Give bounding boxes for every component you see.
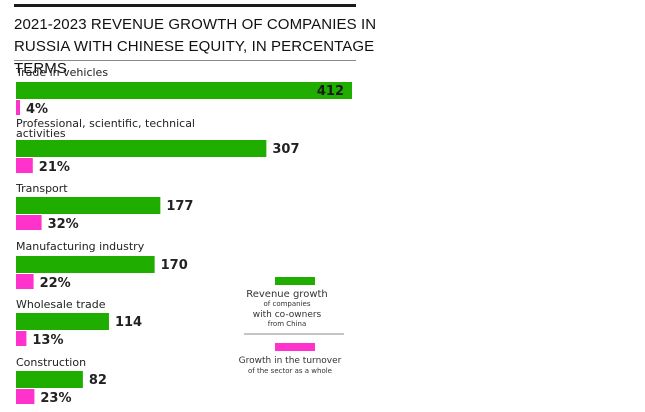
data-label: 170 <box>161 258 188 273</box>
legend-swatch-pink <box>275 343 315 351</box>
data-label: 4% <box>26 102 48 117</box>
bar-pink <box>16 274 34 289</box>
bar-pink <box>16 158 33 173</box>
chart-title: 2021-2023 REVENUE GROWTH OF COMPANIES IN… <box>14 16 377 77</box>
top-rule <box>14 4 356 7</box>
legend-label: Revenue growth <box>246 289 328 300</box>
data-label: 32% <box>48 217 79 232</box>
legend-label: of companies <box>264 300 311 308</box>
category-label: Trade in vehicles <box>15 66 108 79</box>
category-label: Wholesale trade <box>16 298 106 311</box>
bar-green <box>16 82 352 99</box>
legend-label: of the sector as a whole <box>248 367 332 375</box>
bar-pink <box>16 389 35 404</box>
bar-green <box>16 313 109 330</box>
bar-green <box>16 197 161 214</box>
data-label: 13% <box>32 333 63 348</box>
data-label: 307 <box>272 142 299 157</box>
data-label: 412 <box>317 84 344 99</box>
category-label: Construction <box>16 356 86 369</box>
legend-swatch-green <box>275 277 315 285</box>
category-label: Professional, scientific, technical <box>16 117 195 130</box>
legend-label: with co-owners <box>253 310 322 320</box>
bar-green <box>16 371 83 388</box>
data-label: 22% <box>40 276 71 291</box>
data-label: 82 <box>89 373 107 388</box>
title-divider <box>14 60 356 61</box>
bar-pink <box>16 100 20 115</box>
bar-pink <box>16 331 27 346</box>
data-label: 114 <box>115 315 142 330</box>
category-label: Manufacturing industry <box>16 240 145 253</box>
bar-green <box>16 140 267 157</box>
category-label: Transport <box>15 182 68 195</box>
data-label: 23% <box>40 391 71 406</box>
data-label: 177 <box>166 199 193 214</box>
bar-pink <box>16 215 42 230</box>
category-label: activities <box>16 127 66 140</box>
bar-green <box>16 256 155 273</box>
legend-label: from China <box>268 320 307 328</box>
legend-label: Growth in the turnover <box>239 356 342 366</box>
data-label: 21% <box>39 160 70 175</box>
